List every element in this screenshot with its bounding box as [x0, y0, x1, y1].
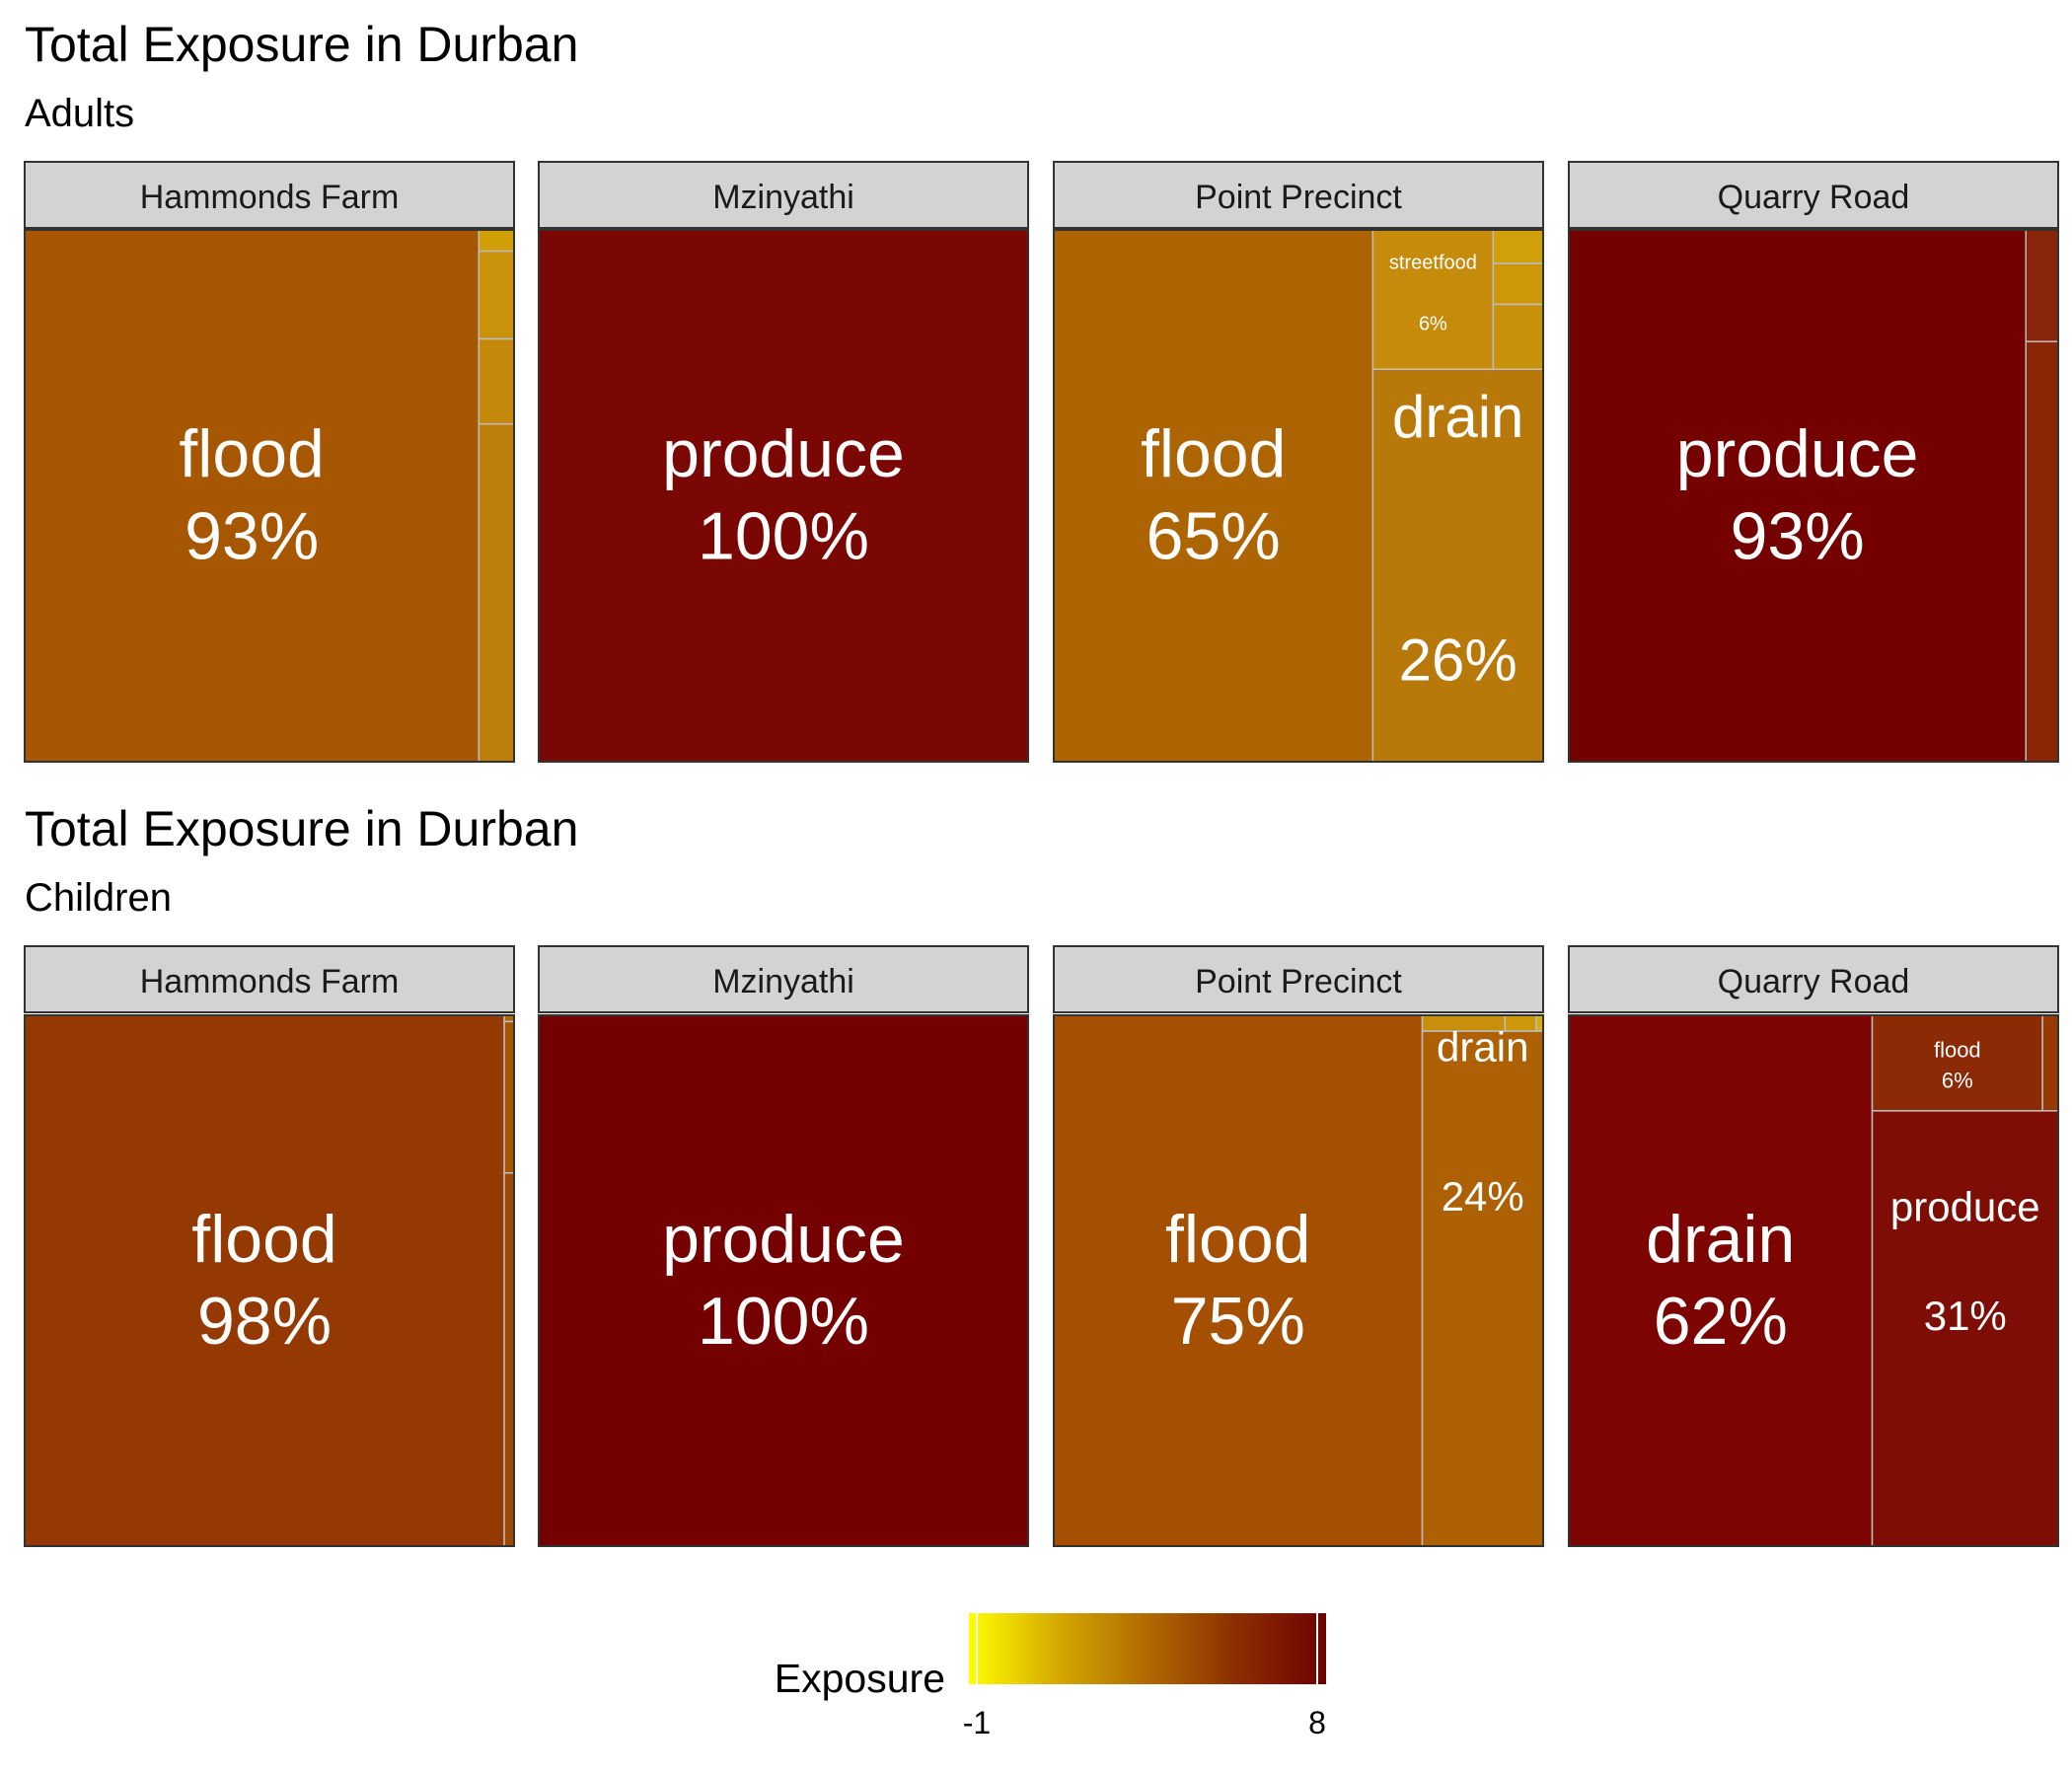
tile-label: drain: [1646, 1202, 1795, 1277]
tile-percent-label: 100%: [698, 499, 869, 574]
treemap-tile: [503, 1020, 515, 1174]
treemap-tile: [1371, 368, 1544, 763]
tile-label: flood: [1165, 1202, 1310, 1277]
tile-percent-label: 62%: [1654, 1284, 1788, 1359]
facet-panel-border: [1053, 229, 1544, 763]
facet-strip: [1568, 945, 2059, 1013]
tile-percent-label: 93%: [1731, 499, 1865, 574]
treemap-tile: [1568, 229, 2028, 763]
facet-panel-border: [538, 229, 1029, 763]
facet-panel-border: [1053, 1014, 1544, 1547]
treemap-tile: [478, 250, 515, 340]
facet-panel-border: [24, 1014, 515, 1547]
tile-label: flood: [1934, 1038, 1981, 1063]
treemap-tile: [24, 229, 481, 763]
treemap-tile: [2025, 340, 2059, 763]
treemap-tile: [2025, 229, 2059, 342]
treemap-tile: [1371, 229, 1495, 370]
treemap-tile: [1421, 1030, 1544, 1547]
tile-percent-label: 26%: [1399, 628, 1517, 694]
chart-subtitle: Children: [25, 876, 172, 920]
treemap-tile: [1053, 1014, 1424, 1547]
facet-strip-label: Hammonds Farm: [140, 179, 400, 216]
treemap-tile: [1492, 229, 1544, 264]
tile-label: produce: [1676, 416, 1919, 491]
tile-percent-label: 100%: [698, 1284, 869, 1359]
facet-panel-border: [1568, 1014, 2059, 1547]
tile-percent-label: 65%: [1147, 499, 1281, 574]
treemap-tile: [478, 422, 515, 763]
tile-label: flood: [179, 416, 324, 491]
tile-label: drain: [1437, 1023, 1528, 1070]
legend-title: Exposure: [775, 1656, 945, 1701]
facet-strip: [1053, 161, 1544, 229]
tile-percent-label: 93%: [185, 499, 319, 574]
facet-strip: [1053, 945, 1544, 1013]
legend-colorbar: [969, 1613, 1326, 1684]
tile-label: flood: [191, 1202, 336, 1277]
treemap-tile: [1535, 1014, 1544, 1032]
treemap-tile: [478, 229, 515, 253]
treemap-tile: [1492, 262, 1544, 306]
facet-strip-label: Point Precinct: [1195, 179, 1402, 216]
tile-label: produce: [662, 1202, 905, 1277]
tile-label: flood: [1141, 416, 1286, 491]
tile-percent-label: 31%: [1924, 1293, 2007, 1339]
facet-strip-label: Hammonds Farm: [140, 963, 400, 1000]
facet-strip: [24, 161, 515, 229]
facet-strip-label: Quarry Road: [1718, 963, 1910, 1000]
facet-strip-label: Point Precinct: [1195, 963, 1402, 1000]
treemap-tile: [503, 1172, 515, 1547]
chart-title: Total Exposure in Durban: [25, 801, 578, 856]
facet-panel-border: [538, 1014, 1029, 1547]
facet-strip: [24, 945, 515, 1013]
tile-percent-label: 98%: [197, 1284, 332, 1359]
tile-percent-label: 6%: [1942, 1069, 1973, 1093]
treemap-tile: [478, 337, 515, 425]
facet-strip-label: Quarry Road: [1718, 179, 1910, 216]
treemap-tile: [538, 229, 1029, 763]
tile-label: produce: [1890, 1184, 2040, 1230]
facet-strip-label: Mzinyathi: [712, 963, 854, 1000]
treemap-tile: [1053, 229, 1374, 763]
treemap-tile: [1568, 1014, 1874, 1547]
chart-title: Total Exposure in Durban: [25, 17, 578, 72]
tile-percent-label: 6%: [1419, 314, 1447, 335]
facet-strip: [1568, 161, 2059, 229]
legend-max-label: 8: [1308, 1705, 1326, 1740]
treemap-tile: [2041, 1014, 2059, 1112]
facet-strip-label: Mzinyathi: [712, 179, 854, 216]
facet-panel-border: [24, 229, 515, 763]
tile-percent-label: 75%: [1171, 1284, 1305, 1359]
treemap-tile: [24, 1014, 505, 1547]
facet-strip: [538, 161, 1029, 229]
tile-label: produce: [662, 416, 905, 491]
chart-subtitle: Adults: [25, 92, 134, 135]
facet-panel-border: [1568, 229, 2059, 763]
tile-label: streetfood: [1389, 252, 1477, 273]
treemap-tile: [538, 1014, 1029, 1547]
facet-strip: [538, 945, 1029, 1013]
legend-min-label: -1: [963, 1705, 991, 1740]
treemap-tile: [1492, 303, 1544, 370]
treemap-tile: [1871, 1014, 2043, 1112]
tile-label: drain: [1392, 384, 1523, 450]
tile-percent-label: 24%: [1442, 1173, 1524, 1220]
